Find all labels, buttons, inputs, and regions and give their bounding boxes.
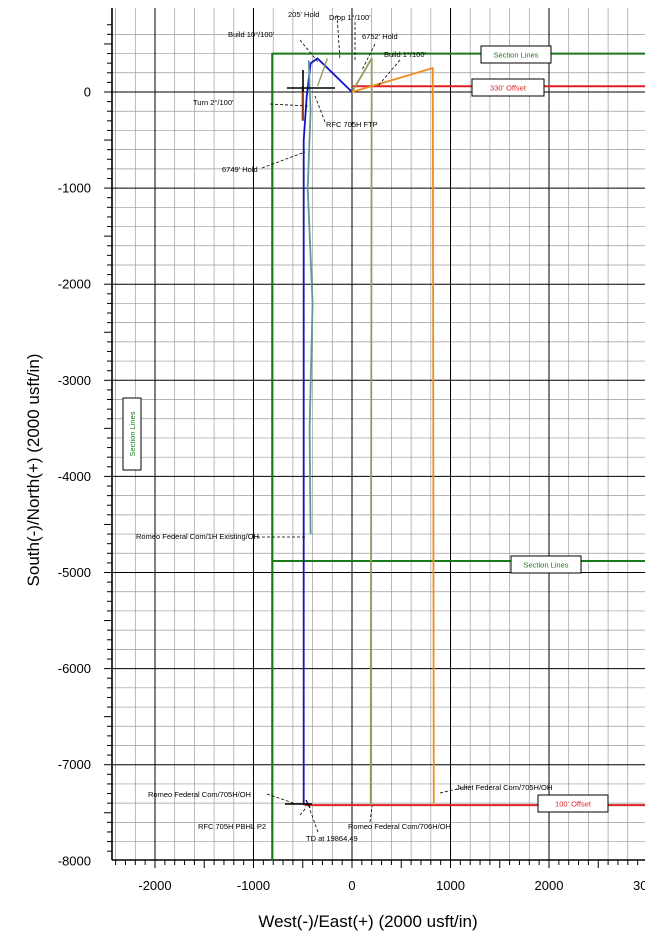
annotation: 205' Hold [288,10,319,19]
y-tick-label: -4000 [58,469,91,484]
annotation: Romeo Federal Com/1H Existing/OH [136,532,259,541]
annotation: Build 1°/100' [384,50,427,59]
y-tick-label: -5000 [58,565,91,580]
annotation: Turn 2°/100' [193,98,234,107]
leader-line [361,43,376,71]
y-tick-label: -2000 [58,277,91,292]
y-axis-title: South(-)/North(+) (2000 usft/in) [24,354,43,587]
series-line-romeo-705 [302,57,353,806]
box-label-frame [471,78,545,97]
leader-line [377,59,401,87]
annotation: Juliet Federal Com/705H/OH [456,783,552,792]
annotations: 205' Hold Drop 1°/100' Build 10°/100' 6752'… [136,10,552,843]
leader-line [336,14,341,61]
x-tick-label: 1000 [436,878,465,893]
box-label-frame [537,794,609,813]
x-tick-label: -2000 [138,878,171,893]
td-marker [305,799,311,809]
x-tick-label: -1000 [237,878,270,893]
annotation: Build 10°/100' [228,30,275,39]
marker-layer [285,70,335,809]
leader-line [299,39,319,63]
y-tick-label: -7000 [58,757,91,772]
leader-line [439,785,471,794]
y-tick-label: -6000 [58,661,91,676]
x-tick-label: 2000 [535,878,564,893]
leader-line [269,103,309,107]
annotation: TD at 19864.49 [306,834,358,843]
box-label-text: Section Lines [128,411,137,456]
box-label-text: Section Lines [523,560,568,569]
box-label-text: Section Lines [493,50,538,59]
leader-line [314,95,326,123]
major-grid [112,8,645,860]
series-line-romeo-706 [351,57,373,806]
y-tick-label: 0 [84,85,91,100]
x-tick-label: 3000 [633,878,645,893]
tick-labels: -2000 -1000 0 1000 2000 3000 0 -1000 -2000 -3000 -… [58,85,645,894]
annotation: 6749' Hold [222,165,258,174]
annotation: RFC 705H PBHL P2 [198,822,266,831]
plot-frame [104,8,645,868]
x-tick-label: 0 [348,878,355,893]
series-line-romeo-706 [316,58,329,87]
annotation: Romeo Federal Com/706H/OH [348,822,451,831]
box-label-frame [510,555,582,574]
box-label-text: 330' Offset [490,83,527,92]
leader-line [261,151,306,169]
leader-line [299,807,307,816]
box-label-frame [122,397,142,471]
y-tick-label: -8000 [58,853,91,868]
annotation: Drop 1°/100' [329,13,371,22]
box-label-frame [480,45,552,64]
annotation: 6752' Hold [362,32,398,41]
annotation: RFC 705H FTP [326,120,378,129]
leader-line [266,793,297,805]
y-tick-label: -1000 [58,181,91,196]
leader-line [309,809,319,833]
series-line-juliet-705 [351,67,435,806]
x-axis-title: West(-)/East(+) (2000 usft/in) [258,912,477,931]
box-labels: Section Lines 330' Offset Section Lines Sec… [122,45,609,813]
y-tick-label: -3000 [58,373,91,388]
series-line-romeo-1h [306,60,314,535]
box-label-text: 100' Offset [555,799,592,808]
leader-lines [252,14,471,833]
minor-grid [112,8,645,860]
annotation: Romeo Federal Com/705H/OH [148,790,251,799]
leader-line [369,805,373,823]
